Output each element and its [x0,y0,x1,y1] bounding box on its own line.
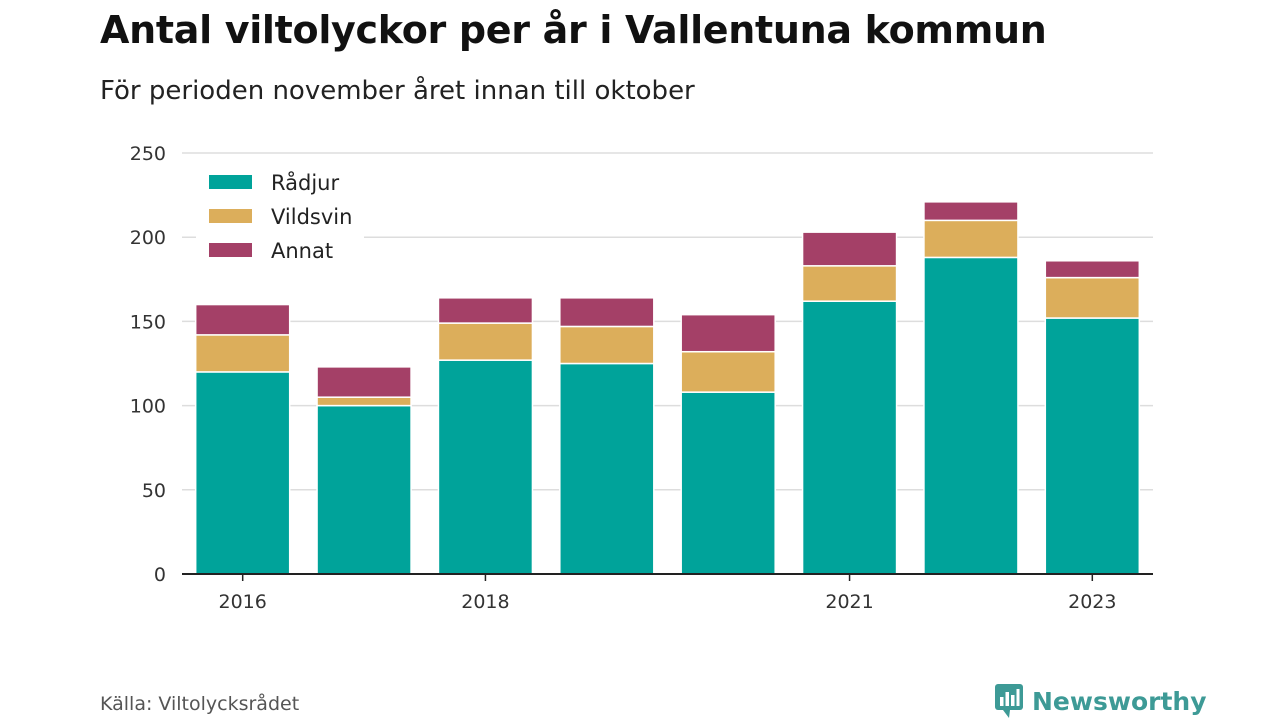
bar-segment [1044,260,1141,279]
bar-segment [437,322,534,361]
bar-segment [437,297,534,324]
bar-segment [801,231,898,267]
bar-segment [194,371,291,575]
y-tick-label: 50 [142,480,166,502]
bar-segment [680,391,776,575]
y-tick-label: 250 [130,143,166,165]
y-tick-label: 200 [130,227,166,249]
bar-segment [923,256,1019,575]
bar-segment [1044,317,1141,575]
legend-label: Rådjur [271,170,339,195]
x-tick-label: 2021 [825,591,873,613]
bar-segment [559,325,655,365]
axes: 0 50 100 150 200 250 2016 2018 2021 2023 [130,143,1153,613]
x-tick-label: 2016 [219,591,267,613]
legend-swatch [209,209,252,223]
bar-segment [316,404,412,575]
x-tick-label: 2018 [461,591,509,613]
bar-segment [680,350,776,393]
newsworthy-logo-icon [995,684,1023,718]
chart-title: Antal viltolyckor per år i Vallentuna ko… [100,8,1047,52]
legend-label: Vildsvin [271,205,352,229]
y-tick-label: 100 [130,396,166,418]
brand-logo: Newsworthy [994,683,1207,719]
bar-segment [316,396,412,407]
source-note: Källa: Viltolycksrådet [100,693,300,715]
bar-segment [194,334,291,373]
bar-segment [1044,276,1141,319]
legend-swatch [209,175,252,189]
bars [194,201,1141,575]
legend-label: Annat [271,239,333,263]
bar-segment [194,303,291,336]
bar-segment [316,366,412,398]
brand-name: Newsworthy [1032,686,1207,716]
bar-segment [801,300,898,575]
bar-segment [923,201,1019,222]
bar-segment [923,219,1019,259]
legend: Rådjur Vildsvin Annat [196,162,364,268]
bar-segment [680,313,776,353]
legend-swatch [209,243,252,257]
bar-segment [437,359,534,575]
chart-subtitle: För perioden november året innan till ok… [100,76,695,106]
y-tick-label: 150 [130,311,166,333]
y-tick-label: 0 [154,564,166,586]
bar-segment [801,265,898,302]
bar-segment [559,362,655,575]
bar-segment [559,297,655,328]
x-tick-label: 2023 [1068,591,1116,613]
